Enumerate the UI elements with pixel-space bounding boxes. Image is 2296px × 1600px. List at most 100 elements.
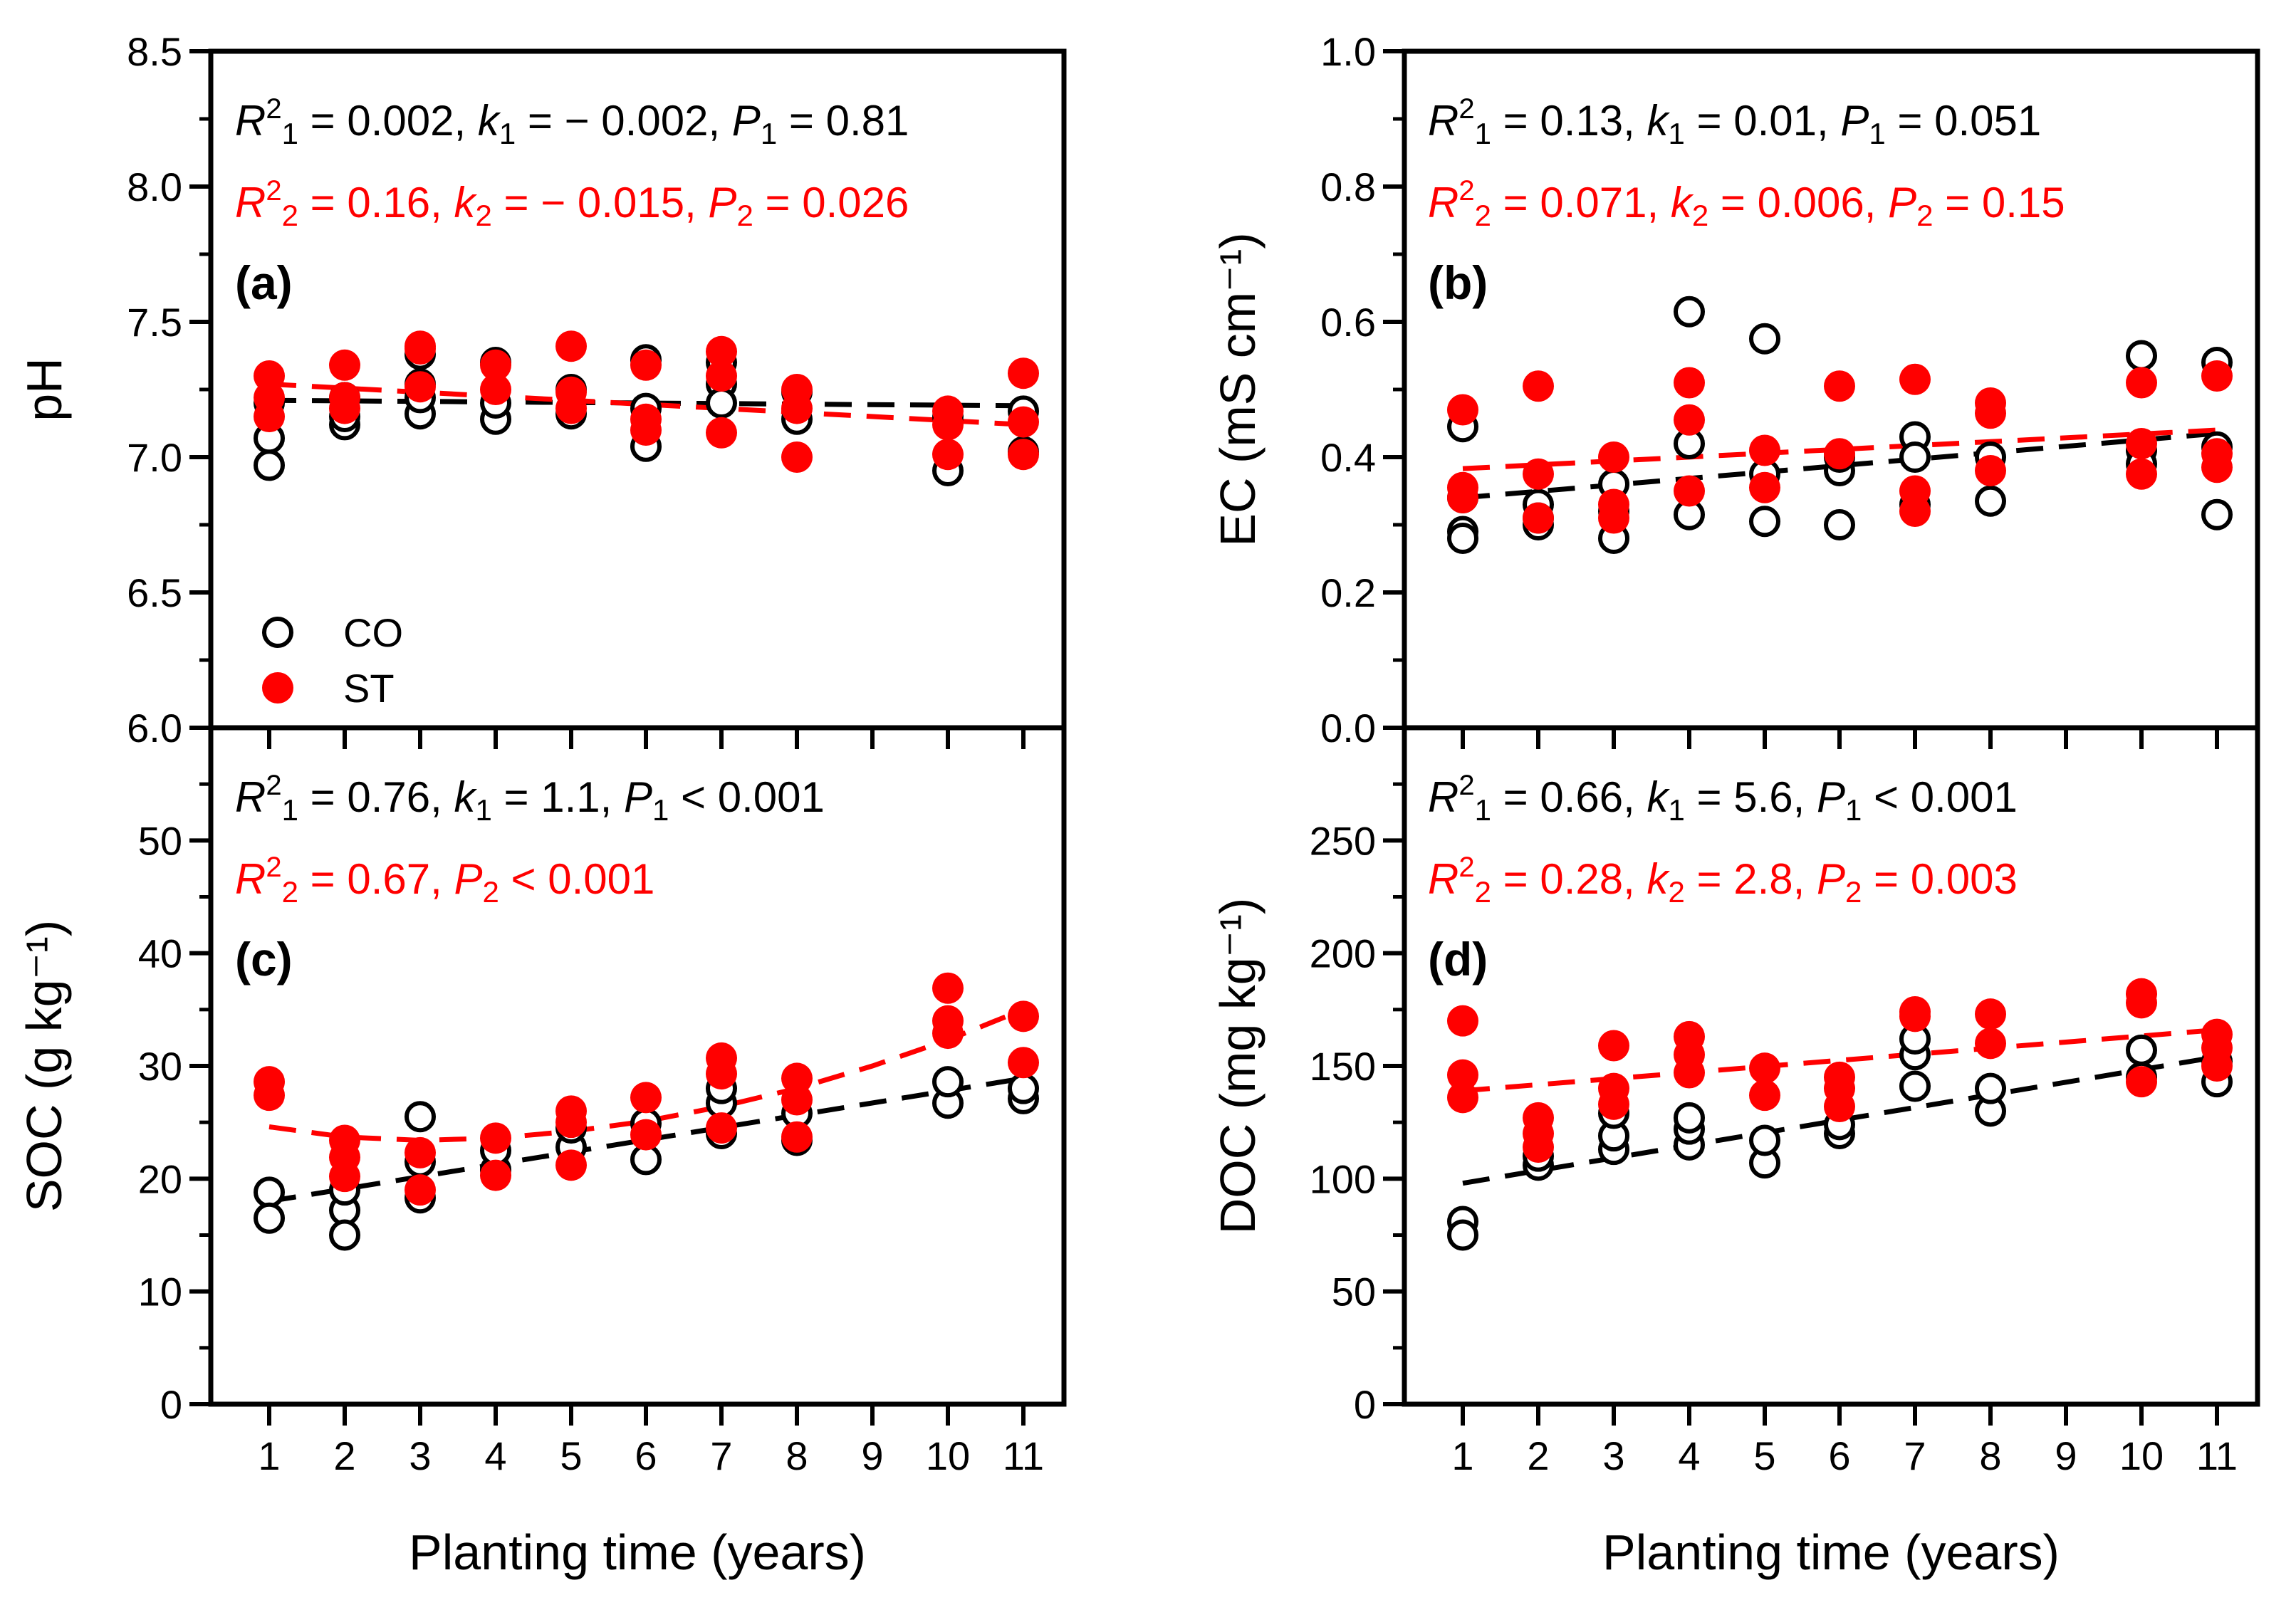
panel-d-st-point: [1899, 1000, 1931, 1032]
panel-a-y-tick-label: 7.5: [127, 300, 182, 345]
panel-b-y-tick-label: 0.8: [1320, 164, 1376, 209]
panel-a-st-point: [254, 401, 285, 432]
panel-b-st-point: [1523, 458, 1554, 490]
panel-a-st-point: [781, 392, 813, 424]
panel-b-st-point: [1598, 502, 1629, 534]
panel-c-x-tick-label: 4: [484, 1433, 506, 1478]
panel-c-x-tick-label: 9: [861, 1433, 883, 1478]
panel-d-x-tick-label: 7: [1904, 1433, 1926, 1478]
panel-c-x-tick-label: 5: [560, 1433, 582, 1478]
panel-c-st-point: [480, 1159, 511, 1191]
panel-b-y-tick-label: 0.6: [1320, 300, 1376, 345]
panel-a-y-tick-label: 6.0: [127, 706, 182, 751]
panel-d-st-point: [1447, 1059, 1478, 1091]
panel-c-st-stats: R22 = 0.67, P2 < 0.001: [235, 852, 654, 909]
panel-c-x-tick-label: 8: [786, 1433, 808, 1478]
panel-a-y-tick-label: 8.0: [127, 164, 182, 209]
panel-a-co-stats: R21 = 0.002, k1 = − 0.002, P1 = 0.81: [235, 93, 909, 150]
panel-c-st-point: [781, 1121, 813, 1153]
panel-a-st-point: [706, 417, 737, 449]
panel-b-co-point: [2201, 498, 2233, 530]
panel-a-st-point: [630, 414, 662, 446]
panel-a-st-point: [555, 330, 587, 362]
legend-co-marker: [262, 617, 293, 648]
panel-c-y-tick-label: 30: [138, 1044, 182, 1089]
panel-b-y-axis-label: EC (mS cm⁻¹): [1210, 232, 1266, 546]
panel-c-co-point: [254, 1176, 285, 1208]
panel-b-co-point: [1824, 509, 1855, 540]
panel-d-y-axis-label: DOC (mg kg⁻¹): [1210, 898, 1266, 1235]
panel-b-st-point: [1674, 404, 1705, 436]
panel-c-co-point: [254, 1202, 285, 1234]
panel-c-points: [254, 972, 1039, 1251]
panel-d-co-point: [1447, 1219, 1478, 1251]
panel-c-y-tick-label: 10: [138, 1270, 182, 1314]
panel-a-st-point: [706, 335, 737, 367]
panel-d-x-tick-label: 4: [1678, 1433, 1700, 1478]
panel-c-y-tick-label: 0: [160, 1382, 182, 1427]
panel-b-st-point: [2126, 367, 2157, 399]
panel-b-y-tick-label: 0.2: [1320, 570, 1376, 615]
panel-b-st-point: [2201, 451, 2233, 483]
panel-b-st-point: [1674, 475, 1705, 507]
panel-b-label: (b): [1428, 256, 1488, 309]
panel-b-st-point: [1899, 496, 1931, 527]
panel-a-st-stats: R22 = 0.16, k2 = − 0.015, P2 = 0.026: [235, 175, 909, 232]
panel-c-frame: [208, 725, 1067, 1407]
panel-a-st-point: [329, 392, 360, 424]
panel-b-st-point: [1447, 394, 1478, 426]
panel-c-st-point: [405, 1136, 436, 1168]
panel-c-co-point: [329, 1219, 360, 1251]
panel-d-y-tick-label: 100: [1310, 1156, 1376, 1201]
legend-co-label: CO: [343, 610, 403, 655]
panel-b-st-point: [2126, 428, 2157, 459]
panel-b-st-point: [1674, 367, 1705, 399]
panel-c-st-point: [480, 1122, 511, 1154]
panel-d-x-tick-label: 8: [1979, 1433, 2001, 1478]
panel-a-label: (a): [235, 256, 293, 309]
panel-a-points: [254, 330, 1039, 486]
panel-d-co-point: [1899, 1070, 1931, 1102]
panel-d-y-tick-label: 250: [1310, 818, 1376, 863]
panel-d-st-point: [1975, 1028, 2006, 1060]
panel-b-st-point: [1749, 471, 1780, 503]
panel-c-st-point: [630, 1119, 662, 1151]
panel-b: 0.0 0.2 0.4 0.6 0.8 1.0 EC (mS cm⁻¹) R21 = 0.…: [1210, 29, 2260, 751]
panel-a-st-point: [1008, 406, 1039, 438]
panel-d-points: [1447, 978, 2233, 1251]
panel-d: 0 50 100 150 200 250 1 2 3 4 5 6 7 8 9 10 11 DOC (mg kg⁻…: [1210, 725, 2260, 1580]
legend: CO ST: [262, 610, 403, 711]
panel-d-x-tick-label: 3: [1602, 1433, 1624, 1478]
panel-c-co-point: [405, 1101, 436, 1133]
panel-d-st-point: [1523, 1131, 1554, 1163]
panel-a-y-axis-label: pH: [16, 357, 72, 421]
panel-a-st-point: [555, 392, 587, 424]
panel-c-x-tick-label: 6: [635, 1433, 657, 1478]
panel-d-st-point: [1447, 1082, 1478, 1114]
panel-a: 6.0 6.5 7.0 7.5 8.0 8.5 pH R21 = 0.002, k1 = …: [16, 29, 1067, 751]
panel-c-st-point: [555, 1107, 587, 1139]
panel-b-st-point: [1975, 397, 2006, 429]
panel-a-st-point: [1008, 439, 1039, 471]
panel-c-co-point: [932, 1066, 964, 1098]
panel-c-y-tick-label: 50: [138, 818, 182, 863]
panel-a-st-point: [932, 439, 964, 471]
panel-c-st-point: [706, 1112, 737, 1144]
panel-d-y-tick-label: 50: [1332, 1270, 1376, 1314]
panel-a-st-point: [1008, 357, 1039, 389]
panel-b-st-point: [2126, 458, 2157, 490]
panel-c-y-tick-label: 40: [138, 931, 182, 976]
panel-b-st-point: [1824, 370, 1855, 402]
panel-c-st-point: [1008, 1047, 1039, 1079]
panel-a-st-point: [405, 333, 436, 365]
panel-c-y-tick-label: 20: [138, 1156, 182, 1201]
panel-d-y-tick-label: 0: [1354, 1382, 1376, 1427]
panel-a-st-point: [932, 409, 964, 441]
panel-d-x-tick-label: 6: [1828, 1433, 1850, 1478]
panel-c-st-point: [405, 1174, 436, 1206]
panel-d-co-point: [1749, 1124, 1780, 1156]
panel-b-co-point: [1674, 296, 1705, 328]
panel-d-x-tick-label: 2: [1527, 1433, 1549, 1478]
panel-d-st-point: [2126, 987, 2157, 1019]
